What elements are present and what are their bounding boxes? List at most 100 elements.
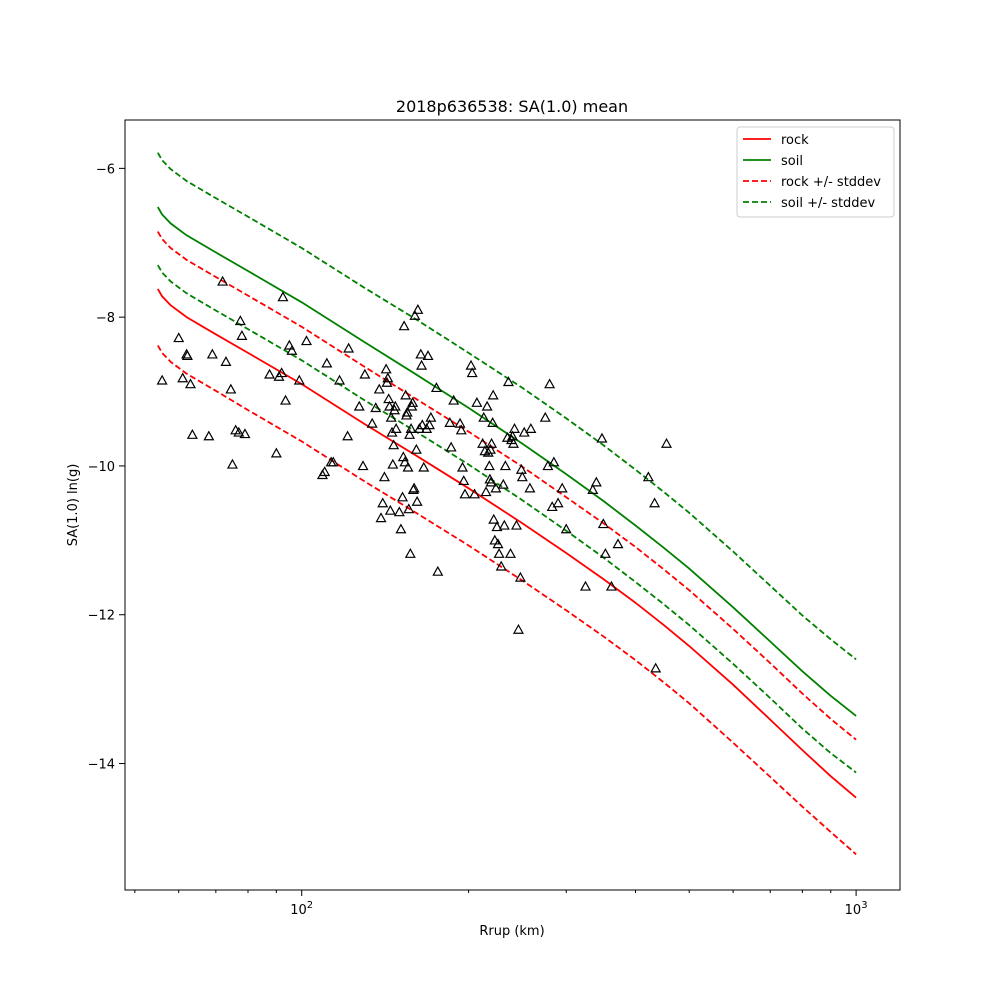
plot-area: [156, 152, 857, 855]
observation-marker: [456, 461, 469, 472]
observation-marker: [234, 315, 246, 326]
observation-marker: [495, 560, 507, 571]
observation-marker: [373, 383, 385, 394]
observation-marker: [333, 374, 346, 385]
observation-marker: [599, 547, 611, 558]
observation-marker: [277, 291, 289, 302]
observation-marker: [270, 447, 282, 458]
curves: [157, 152, 857, 855]
rock-line: [157, 288, 857, 799]
observation-marker: [377, 497, 389, 508]
observation-marker: [293, 374, 305, 385]
x-axis-label: Rrup (km): [479, 924, 544, 939]
y-tick-label: −14: [88, 758, 115, 773]
y-tick-label: −12: [88, 609, 115, 624]
observation-marker: [524, 482, 536, 493]
observation-marker: [283, 339, 295, 350]
rock-minus-stddev-line: [157, 344, 857, 855]
observation-marker: [366, 417, 378, 428]
observation-marker: [512, 623, 524, 634]
observation-marker: [357, 460, 369, 471]
observation-marker: [375, 512, 387, 523]
observation-marker: [423, 419, 435, 430]
y-tick-label: −6: [96, 162, 115, 177]
observation-marker: [416, 419, 428, 430]
observation-marker: [612, 538, 624, 549]
observation-marker: [596, 432, 608, 443]
observation-marker: [492, 538, 504, 549]
observation-marker: [220, 356, 232, 366]
observation-marker: [387, 458, 399, 469]
observation-marker: [448, 394, 460, 405]
observation-marker: [487, 417, 499, 427]
observation-marker: [217, 275, 229, 286]
observation-marker: [597, 518, 609, 529]
observation-marker: [515, 463, 527, 474]
observation-marker: [342, 430, 354, 441]
observation-marker: [280, 394, 292, 405]
observation-marker: [493, 547, 505, 558]
observation-marker: [184, 378, 196, 389]
observation-marker: [488, 513, 500, 524]
observation-marker: [206, 348, 218, 359]
observation-marker: [485, 476, 497, 487]
observation-marker: [385, 411, 397, 422]
observation-marker: [397, 491, 409, 502]
observation-marker: [556, 482, 568, 493]
observation-marker: [487, 389, 499, 400]
observation-marker: [560, 523, 572, 534]
observation-marker: [486, 437, 498, 448]
legend: rock soil rock +/- stddev soil +/- stddev: [736, 126, 895, 218]
y-tick-label: −8: [96, 311, 115, 326]
observation-marker: [416, 359, 428, 370]
observation-marker: [402, 461, 414, 472]
legend-label: rock: [781, 133, 809, 148]
observation-marker: [469, 488, 481, 499]
observation-marker: [498, 519, 510, 530]
observation-marker: [236, 330, 248, 340]
observation-marker: [660, 437, 673, 448]
observation-marker: [458, 475, 470, 486]
observation-marker: [400, 389, 412, 400]
observation-marker: [343, 342, 355, 353]
observation-marker: [276, 367, 288, 378]
observation-marker: [390, 423, 402, 433]
observation-marker: [156, 374, 168, 385]
observation-marker: [430, 382, 442, 393]
observation-marker: [489, 534, 501, 545]
observation-marker: [395, 523, 407, 534]
observation-marker: [499, 460, 511, 471]
soil-plus-stddev-line: [157, 152, 857, 661]
observation-marker: [327, 456, 339, 467]
observation-marker: [539, 411, 551, 422]
observation-marker: [382, 372, 394, 383]
observation-marker: [300, 335, 313, 346]
observation-marker: [403, 503, 415, 514]
observation-marker: [481, 400, 493, 411]
observation-marker: [504, 547, 517, 558]
observation-marker: [432, 565, 444, 576]
observation-marker: [389, 400, 401, 411]
observation-marker: [203, 430, 215, 441]
observation-marker: [380, 363, 392, 374]
observation-marker: [459, 488, 471, 499]
observation-marker: [286, 344, 298, 355]
observation-marker: [226, 458, 238, 469]
observation-marker: [370, 402, 382, 413]
observation-marker: [321, 357, 333, 368]
observation-marker: [177, 372, 189, 383]
observation-marker: [404, 428, 416, 439]
observation-marker: [233, 426, 245, 437]
observation-marker: [455, 424, 467, 435]
observation-marker: [378, 471, 390, 482]
observation-marker: [384, 504, 396, 515]
observation-marker: [393, 506, 405, 517]
observation-marker: [477, 437, 489, 448]
observation-marker: [353, 400, 365, 411]
observation-marker: [404, 547, 416, 558]
observation-marker: [319, 466, 331, 477]
x-tick-label: 102: [290, 900, 313, 918]
observation-marker: [186, 428, 198, 439]
observation-marker: [418, 461, 430, 472]
